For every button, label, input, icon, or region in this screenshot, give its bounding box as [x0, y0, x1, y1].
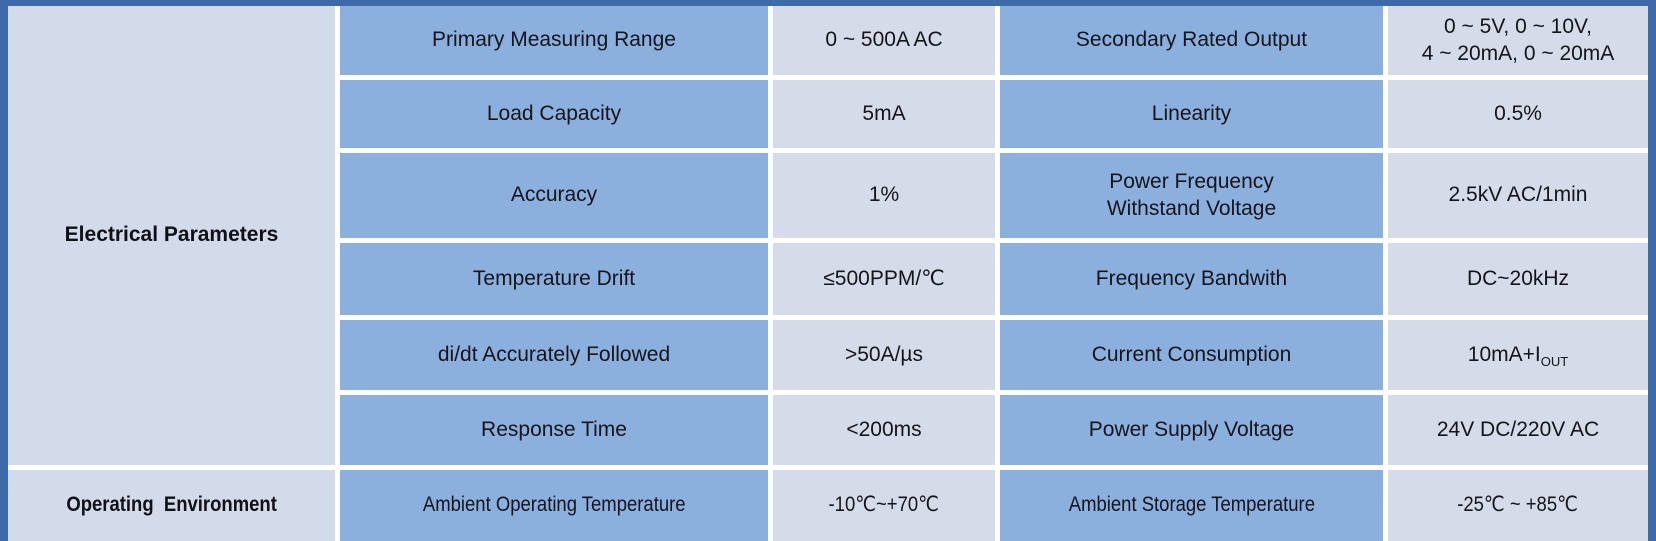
param-label: Primary Measuring Range: [432, 28, 676, 52]
category-label: Electrical Parameters: [64, 223, 279, 247]
param-label: Secondary Rated Output: [1075, 28, 1308, 52]
param-cell-di-dt-accurately-followed: di/dt Accurately Followed: [340, 320, 768, 390]
param-cell-linearity: Linearity: [1000, 80, 1383, 148]
value-cell-power-supply-voltage: 24V DC/220V AC: [1388, 395, 1648, 465]
value-cell-accuracy: 1%: [773, 153, 995, 238]
value-main: 10mA+I: [1467, 342, 1541, 366]
param-cell-ambient-storage-temperature: Ambient Storage Temperature: [1000, 470, 1383, 541]
value-text: -10℃~+70℃: [828, 493, 940, 517]
param-cell-power-frequency-withstand-voltage: Power Frequency Withstand Voltage: [1000, 153, 1383, 238]
category-cell-operating-environment: Operating Environment: [8, 470, 335, 541]
category-label: Operating Environment: [66, 493, 277, 517]
param-label: Accuracy: [510, 183, 598, 207]
value-cell-load-capacity: 5mA: [773, 80, 995, 148]
category-cell-electrical-parameters: Electrical Parameters: [8, 6, 335, 465]
value-cell-response-time: <200ms: [773, 395, 995, 465]
param-label: Ambient Operating Temperature: [422, 493, 686, 517]
value-line-1: 0 ~ 5V, 0 ~ 10V,: [1444, 14, 1592, 38]
param-cell-ambient-operating-temperature: Ambient Operating Temperature: [340, 470, 768, 541]
value-cell-linearity: 0.5%: [1388, 80, 1648, 148]
param-label: Current Consumption: [1091, 342, 1292, 366]
param-cell-load-capacity: Load Capacity: [340, 80, 768, 148]
value-cell-frequency-bandwith: DC~20kHz: [1388, 243, 1648, 315]
value-text: 24V DC/220V AC: [1436, 417, 1600, 441]
param-label: Frequency Bandwith: [1095, 266, 1288, 290]
value-text: 5mA: [862, 101, 906, 125]
value-text: 0 ~ 500A AC: [825, 28, 943, 52]
param-cell-response-time: Response Time: [340, 395, 768, 465]
param-cell-current-consumption: Current Consumption: [1000, 320, 1383, 390]
value-cell-primary-measuring-range: 0 ~ 500A AC: [773, 6, 995, 75]
param-label: Load Capacity: [486, 101, 622, 125]
param-line-2: Withstand Voltage: [1106, 196, 1277, 220]
value-cell-power-frequency-withstand-voltage: 2.5kV AC/1min: [1388, 153, 1648, 238]
param-cell-frequency-bandwith: Frequency Bandwith: [1000, 243, 1383, 315]
param-label: di/dt Accurately Followed: [437, 342, 671, 366]
value-cell-ambient-operating-temperature: -10℃~+70℃: [773, 470, 995, 541]
value-text: 1%: [868, 183, 900, 207]
value-text: ≤500PPM/℃: [823, 266, 945, 290]
value-cell-di-dt-accurately-followed: >50A/µs: [773, 320, 995, 390]
value-text: DC~20kHz: [1466, 266, 1570, 290]
param-cell-power-supply-voltage: Power Supply Voltage: [1000, 395, 1383, 465]
param-line-1: Power Frequency: [1109, 169, 1274, 193]
value-with-subscript: 10mA+IOUT: [1468, 342, 1568, 369]
value-text: 2.5kV AC/1min: [1448, 183, 1588, 207]
param-cell-temperature-drift: Temperature Drift: [340, 243, 768, 315]
value-cell-ambient-storage-temperature: -25℃ ~ +85℃: [1388, 470, 1648, 541]
value-text: <200ms: [846, 417, 922, 441]
param-label: Ambient Storage Temperature: [1068, 493, 1315, 517]
value-cell-temperature-drift: ≤500PPM/℃: [773, 243, 995, 315]
param-label: Power Supply Voltage: [1088, 417, 1295, 441]
value-subscript: OUT: [1540, 353, 1569, 369]
value-cell-current-consumption: 10mA+IOUT: [1388, 320, 1648, 390]
value-text: 0.5%: [1494, 101, 1542, 125]
value-cell-secondary-rated-output: 0 ~ 5V, 0 ~ 10V, 4 ~ 20mA, 0 ~ 20mA: [1388, 6, 1648, 75]
value-line-2: 4 ~ 20mA, 0 ~ 20mA: [1421, 41, 1615, 65]
param-label: Response Time: [481, 417, 627, 441]
param-label: Temperature Drift: [472, 266, 636, 290]
param-cell-accuracy: Accuracy: [340, 153, 768, 238]
value-text: -25℃ ~ +85℃: [1457, 493, 1579, 517]
param-label: Linearity: [1151, 101, 1232, 125]
param-cell-secondary-rated-output: Secondary Rated Output: [1000, 6, 1383, 75]
value-text: >50A/µs: [844, 342, 924, 366]
param-cell-primary-measuring-range: Primary Measuring Range: [340, 6, 768, 75]
